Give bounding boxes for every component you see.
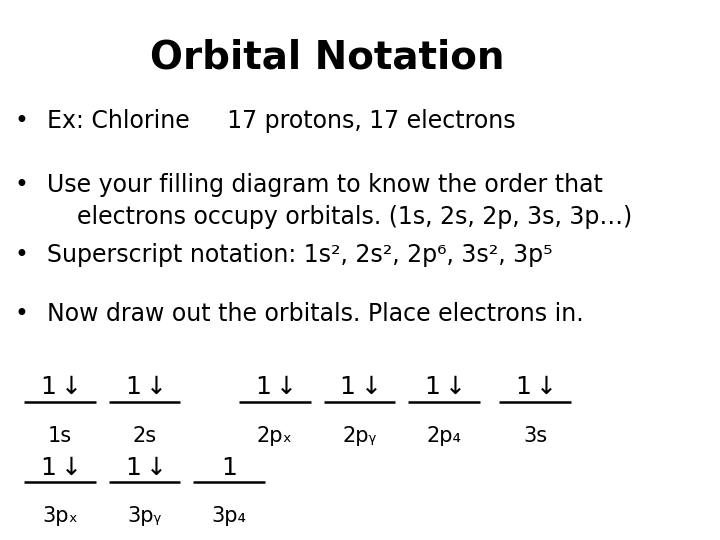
Text: •: • xyxy=(14,302,28,326)
Text: Ex: Chlorine     17 protons, 17 electrons: Ex: Chlorine 17 protons, 17 electrons xyxy=(47,109,516,133)
Text: 2s: 2s xyxy=(132,426,157,446)
Text: ↓: ↓ xyxy=(361,375,382,399)
Text: 1: 1 xyxy=(255,375,271,399)
Text: 1: 1 xyxy=(340,375,356,399)
Text: Orbital Notation: Orbital Notation xyxy=(150,39,504,77)
Text: ↓: ↓ xyxy=(61,375,82,399)
Text: 1: 1 xyxy=(40,456,56,480)
Text: 1: 1 xyxy=(221,456,237,480)
Text: 1: 1 xyxy=(40,375,56,399)
Text: 2pᵧ: 2pᵧ xyxy=(342,426,377,446)
Text: 3pₓ: 3pₓ xyxy=(42,507,78,526)
Text: 1: 1 xyxy=(125,375,141,399)
Text: Use your filling diagram to know the order that
    electrons occupy orbitals. (: Use your filling diagram to know the ord… xyxy=(47,173,632,229)
Text: 1: 1 xyxy=(516,375,531,399)
Text: •: • xyxy=(14,173,28,197)
Text: 3s: 3s xyxy=(523,426,547,446)
Text: ↓: ↓ xyxy=(61,456,82,480)
Text: 2p₄: 2p₄ xyxy=(426,426,462,446)
Text: Now draw out the orbitals. Place electrons in.: Now draw out the orbitals. Place electro… xyxy=(47,302,584,326)
Text: 1: 1 xyxy=(424,375,440,399)
Text: ↓: ↓ xyxy=(276,375,297,399)
Text: ↓: ↓ xyxy=(146,375,167,399)
Text: ↓: ↓ xyxy=(445,375,467,399)
Text: 3pᵧ: 3pᵧ xyxy=(127,507,162,526)
Text: Superscript notation: 1s², 2s², 2p⁶, 3s², 3p⁵: Superscript notation: 1s², 2s², 2p⁶, 3s²… xyxy=(47,243,552,267)
Text: 1: 1 xyxy=(125,456,141,480)
Text: 1s: 1s xyxy=(48,426,72,446)
Text: 3p₄: 3p₄ xyxy=(212,507,247,526)
Text: ↓: ↓ xyxy=(146,456,167,480)
Text: ↓: ↓ xyxy=(536,375,557,399)
Text: •: • xyxy=(14,243,28,267)
Text: •: • xyxy=(14,109,28,133)
Text: 2pₓ: 2pₓ xyxy=(257,426,292,446)
